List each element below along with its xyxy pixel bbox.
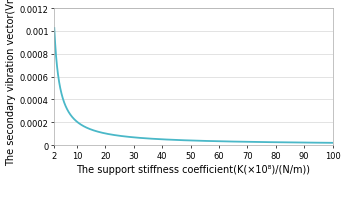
Tile vibration sub vector — [188, 140, 192, 142]
Line: Tile vibration sub vector: Tile vibration sub vector — [54, 29, 333, 143]
Tile vibration sub vector — [180, 139, 184, 142]
Tile vibration sub vector — [52, 28, 56, 30]
Tile vibration sub vector — [271, 141, 275, 144]
Tile vibration sub vector — [322, 142, 326, 144]
Y-axis label: The secondary vibration vector(Vm): The secondary vibration vector(Vm) — [6, 0, 16, 165]
Tile vibration sub vector — [322, 142, 327, 144]
Tile vibration sub vector — [330, 142, 335, 144]
Tile vibration sub vector — [66, 111, 71, 113]
X-axis label: The support stiffness coefficient(K(×10⁸)/(N/m)): The support stiffness coefficient(K(×10⁸… — [76, 164, 310, 174]
